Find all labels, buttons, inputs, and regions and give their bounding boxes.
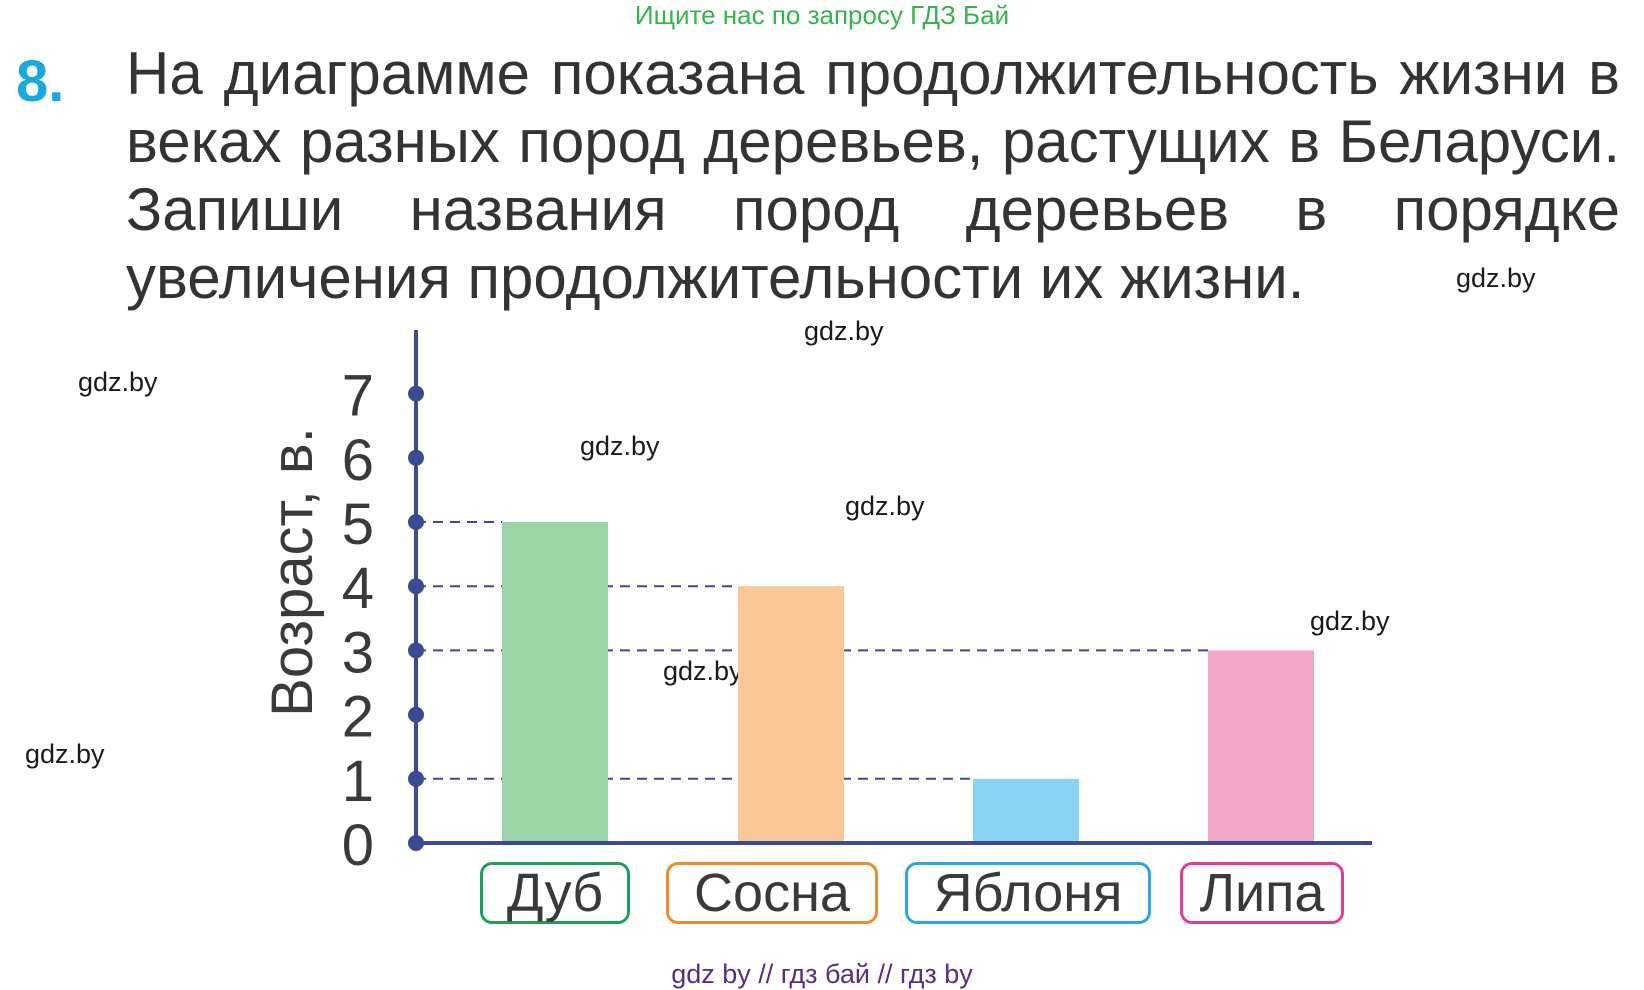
watermark: gdz.by — [1456, 263, 1536, 293]
top-banner: Ищите нас по запросу ГДЗ Бай — [634, 0, 1010, 30]
bar-Липа — [1208, 650, 1314, 843]
watermark: gdz.by — [845, 491, 925, 521]
y-tick-label: 1 — [342, 749, 374, 814]
watermark: gdz.by — [25, 739, 105, 769]
y-tick-dot — [408, 449, 424, 466]
watermark: gdz.by — [78, 367, 158, 397]
watermark: gdz.by — [663, 656, 743, 686]
y-tick-dot — [408, 642, 424, 659]
y-tick-label: 2 — [342, 685, 374, 750]
bar-Дуб — [502, 522, 608, 843]
footer: gdz by // гдз бай // гдз by — [671, 959, 973, 989]
y-tick-dot — [408, 385, 424, 402]
y-tick-label: 5 — [342, 492, 374, 557]
category-label-Дуб: Дуб — [480, 862, 630, 924]
bar-Сосна — [738, 586, 844, 843]
y-tick-dot — [408, 706, 424, 723]
watermark: gdz.by — [804, 316, 884, 346]
y-tick-dot — [408, 578, 424, 595]
bar-Яблоня — [973, 778, 1079, 843]
task-text: На диаграмме показана продолжительность … — [126, 40, 1620, 311]
category-label-Яблоня: Яблоня — [905, 862, 1151, 924]
y-tick-label: 7 — [342, 364, 374, 429]
category-label-Липа: Липа — [1180, 862, 1344, 924]
watermark: gdz.by — [580, 431, 660, 461]
y-tick-dot — [408, 514, 424, 530]
y-tick-dot — [408, 770, 424, 787]
y-axis-label: Возраст, в. — [260, 427, 325, 717]
category-label-Сосна: Сосна — [666, 862, 878, 924]
y-tick-label: 0 — [342, 813, 374, 878]
watermark: gdz.by — [1310, 606, 1390, 636]
y-tick-label: 4 — [342, 556, 374, 621]
y-tick-label: 3 — [342, 620, 374, 685]
y-tick-label: 6 — [342, 428, 374, 493]
task-number: 8. — [16, 49, 65, 114]
y-tick-dot — [408, 835, 424, 851]
